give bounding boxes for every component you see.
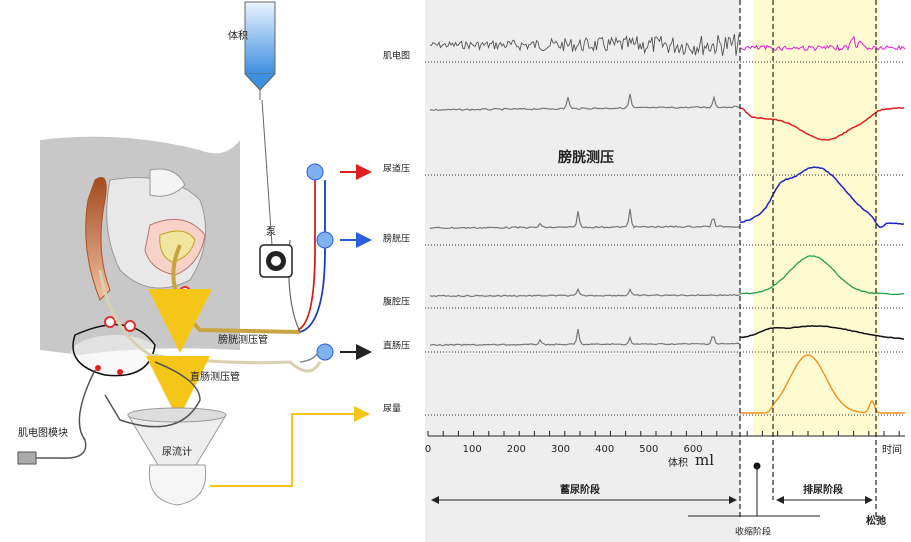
trace-label: 尿道压 (383, 163, 410, 175)
storage-region (425, 0, 740, 542)
bladder-tube-label: 膀胱测压管 (218, 333, 268, 346)
x-tick-label: 0 (425, 444, 431, 455)
axis-unit: ml (695, 451, 714, 469)
anatomy-illustration (17, 1, 372, 506)
emg-module-label: 肌电图模块 (18, 426, 68, 439)
trace (740, 325, 905, 340)
trace-label: 腹腔压 (383, 296, 410, 308)
trace (739, 35, 906, 52)
trace (429, 287, 741, 298)
trace (429, 33, 740, 56)
trace (739, 166, 905, 229)
rectal-tube-label: 直肠测压管 (190, 370, 240, 383)
x-tick-label: 500 (639, 444, 658, 455)
panel-label: 膀胱测压 (557, 149, 614, 166)
relaxation-label: 松弛 (866, 514, 886, 527)
x-tick-label: 600 (683, 444, 702, 455)
volume-label: 体积 (228, 30, 248, 42)
trace (739, 255, 905, 296)
x-tick-label: 300 (551, 444, 570, 455)
x-tick-label: 200 (507, 444, 526, 455)
pump-label: 泵 (266, 226, 276, 238)
axis-time-label: 时间 (882, 443, 902, 456)
trace-label: 肌电图 (383, 50, 410, 62)
trace (429, 93, 741, 112)
trace-label: 尿量 (383, 404, 401, 415)
trace (740, 354, 905, 414)
contraction-label: 收缩阶段 (735, 526, 771, 538)
axis-volume-label: 体积 (668, 457, 688, 469)
storage-label: 蓄尿阶段 (560, 483, 600, 496)
trace (739, 106, 905, 141)
trace-label: 膀胱压 (383, 233, 410, 245)
voiding-label: 排尿阶段 (803, 483, 843, 496)
trace-label: 直肠压 (383, 340, 410, 352)
trace (429, 208, 740, 230)
flowmeter-label: 尿流计 (162, 445, 192, 458)
voiding-region (753, 0, 880, 436)
x-tick-label: 100 (463, 444, 482, 455)
trace (429, 328, 741, 347)
x-tick-label: 400 (595, 444, 614, 455)
